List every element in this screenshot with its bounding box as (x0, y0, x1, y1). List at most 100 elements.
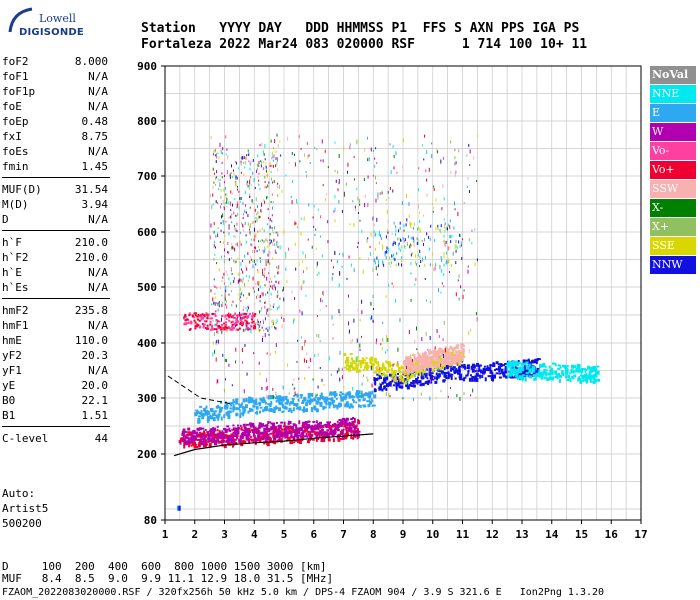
echo-point (260, 432, 263, 435)
echo-point (305, 408, 308, 413)
echo-point (240, 156, 242, 159)
echo-point (383, 379, 387, 384)
echo-point (243, 432, 247, 437)
echo-point (422, 361, 426, 365)
echo-point (540, 375, 544, 380)
echo-point (276, 185, 278, 189)
echo-point (220, 286, 222, 290)
echo-point (199, 405, 203, 408)
y-tick-label: 800 (137, 115, 157, 128)
echo-point (261, 161, 263, 164)
echo-point (239, 424, 242, 427)
echo-point (230, 321, 233, 324)
echo-point (229, 314, 232, 317)
echo-point (254, 187, 256, 190)
echo-point (236, 427, 240, 430)
echo-point (264, 143, 266, 148)
echo-point (449, 354, 453, 359)
echo-point (245, 306, 247, 309)
echo-point (198, 326, 201, 329)
echo-point (263, 424, 267, 427)
param-row: D N/A (2, 212, 108, 227)
echo-point (259, 144, 261, 147)
echo-point (239, 319, 242, 322)
echo-point (388, 362, 391, 365)
echo-point (466, 367, 469, 370)
echo-point (381, 388, 384, 392)
echo-point (232, 435, 235, 440)
echo-point (252, 276, 254, 281)
echo-point (410, 272, 412, 275)
echo-point (313, 204, 315, 208)
echo-point (356, 432, 360, 435)
echo-point (203, 435, 206, 440)
echo-point (269, 407, 273, 412)
echo-point (525, 369, 529, 374)
echo-point (221, 161, 223, 164)
echo-point (242, 156, 244, 160)
echo-point (378, 383, 382, 387)
echo-point (243, 173, 245, 176)
echo-point (259, 215, 261, 218)
echo-point (235, 176, 237, 180)
echo-point (220, 149, 222, 152)
echo-point (262, 396, 265, 401)
echo-point (272, 164, 274, 168)
echo-point (249, 195, 251, 198)
echo-point (346, 357, 348, 360)
echo-point (346, 277, 348, 280)
echo-point (242, 423, 246, 427)
echo-point (510, 361, 514, 365)
echo-point (356, 338, 358, 343)
echo-point (317, 426, 320, 431)
echo-point (293, 378, 295, 382)
echo-point (346, 170, 348, 174)
grid (165, 66, 641, 520)
echo-point (379, 367, 382, 371)
echo-point (297, 398, 300, 402)
echo-point (334, 169, 336, 172)
echo-point (423, 351, 427, 356)
echo-point (310, 428, 314, 433)
echo-point (590, 366, 593, 371)
param-row: h`F 210.0 (2, 235, 108, 250)
echo-point (248, 228, 250, 231)
echo-point (579, 368, 583, 373)
echo-point (259, 397, 262, 401)
echo-point (455, 367, 458, 370)
echo-point (422, 214, 424, 217)
echo-point (299, 309, 301, 313)
echo-point (213, 278, 215, 281)
echo-point (215, 246, 217, 249)
echo-point (226, 314, 229, 317)
echo-point (371, 315, 373, 320)
echo-point (268, 408, 271, 412)
echo-point (215, 328, 218, 331)
echo-point (203, 430, 206, 435)
echo-point (382, 337, 384, 342)
echo-point (434, 380, 438, 384)
echo-point (224, 292, 226, 296)
echo-point (226, 197, 228, 201)
echo-point (386, 246, 388, 250)
echo-point (226, 305, 228, 309)
echo-point (213, 245, 215, 248)
echo-point (273, 428, 276, 433)
echo-point (456, 356, 459, 359)
echo-point (217, 324, 220, 327)
echo-point (277, 294, 279, 297)
echo-point (325, 197, 327, 201)
echo-point (306, 426, 310, 430)
echo-point (250, 222, 252, 225)
echo-point (455, 244, 457, 248)
echo-point (432, 210, 434, 213)
echo-point (190, 439, 194, 444)
echo-point (242, 308, 244, 311)
echo-point (250, 160, 252, 164)
echo-point (319, 403, 322, 407)
echo-point (246, 372, 248, 376)
echo-point (419, 219, 421, 223)
echo-point (437, 368, 439, 372)
echo-point (306, 141, 308, 145)
echo-point (495, 372, 499, 375)
